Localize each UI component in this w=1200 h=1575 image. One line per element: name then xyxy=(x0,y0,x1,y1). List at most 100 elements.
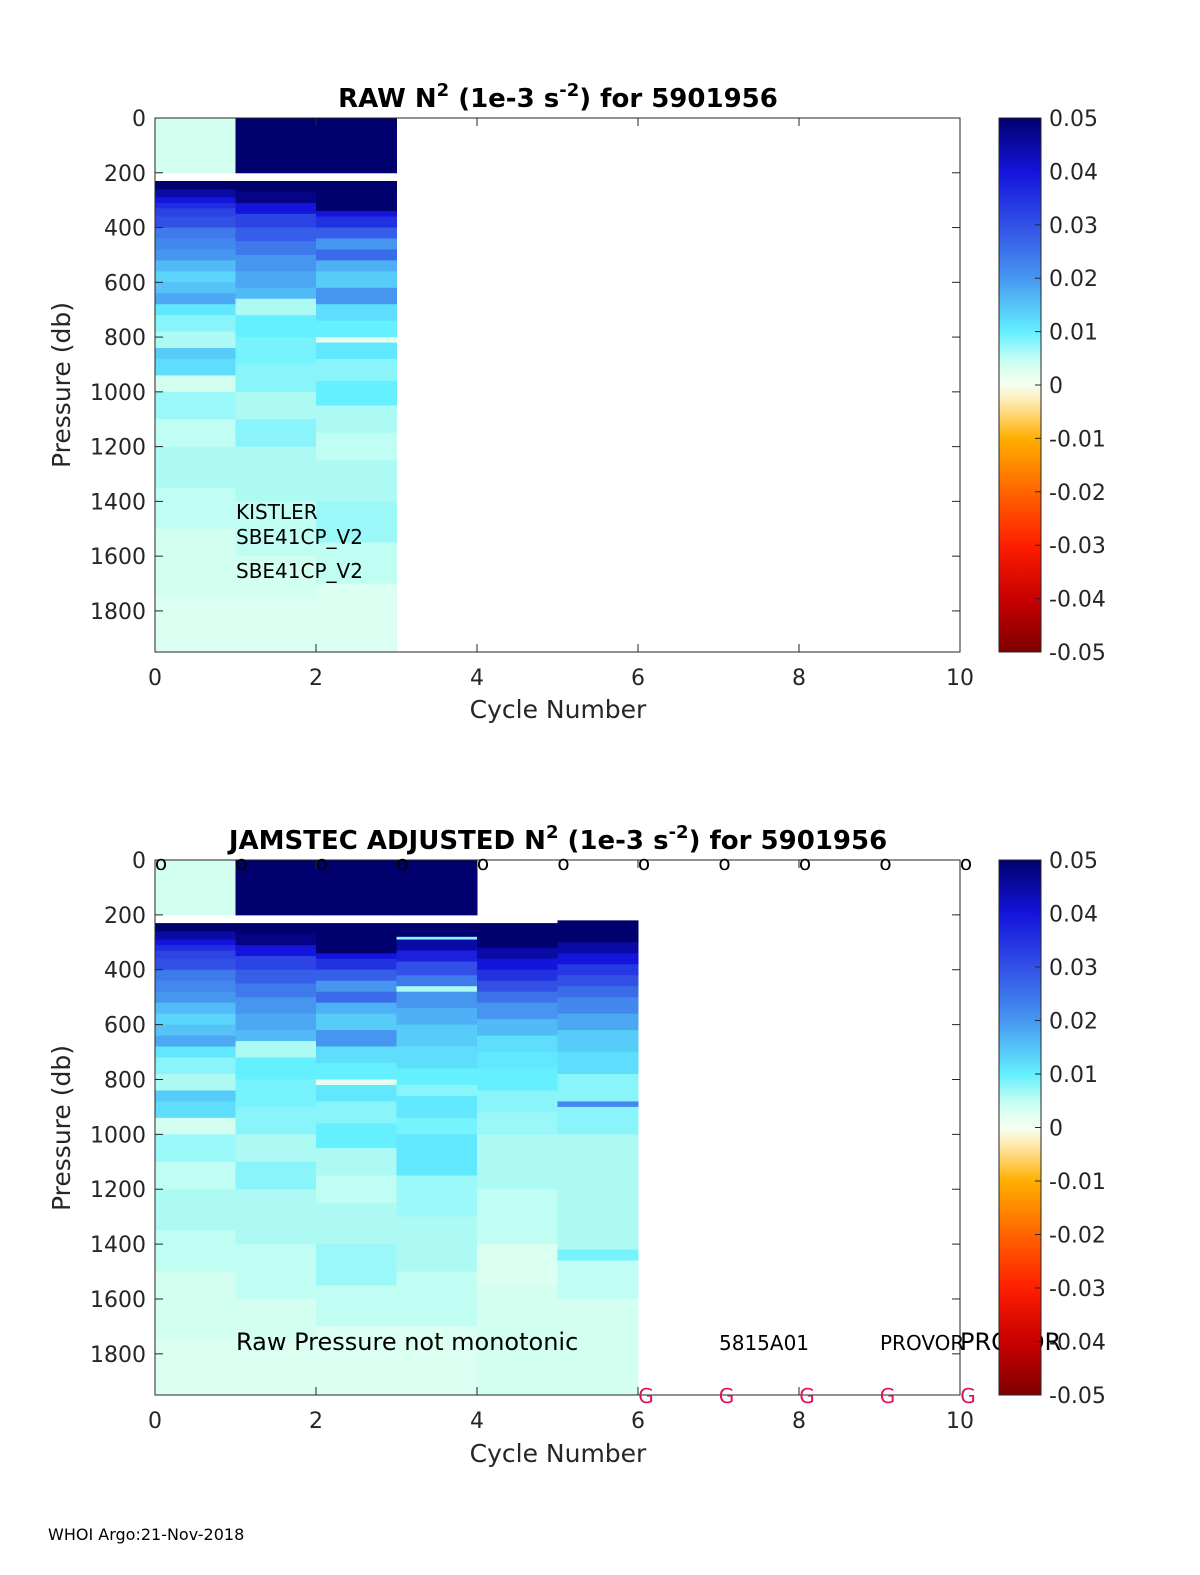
heatmap-cell-c5-9 xyxy=(557,1052,639,1075)
heatmap-cell-c4-7 xyxy=(477,1019,558,1037)
x-tick-label: 10 xyxy=(946,666,974,691)
colorbar-tick-label: 0.05 xyxy=(1049,107,1098,132)
x-tick-label: 2 xyxy=(309,666,323,691)
heatmap-cell-c3-10 xyxy=(396,1024,478,1048)
heatmap-cell-c1-9 xyxy=(235,1030,317,1042)
heatmap-cell-c1-9 xyxy=(235,287,317,300)
sensor-label-sbe41-2: SBE41CP_V2 xyxy=(236,559,363,583)
y-tick-label: 200 xyxy=(104,904,146,929)
heatmap-cell-c0-14 xyxy=(155,304,236,316)
heatmap-cell-c4-8 xyxy=(477,1035,558,1053)
x-tick-label: 10 xyxy=(946,1409,974,1434)
heatmap-cell-c0-1 xyxy=(155,923,236,932)
heatmap-cell-c5-12 xyxy=(557,1106,639,1135)
qc-flag-bottom: G xyxy=(638,1384,654,1408)
qc-flag-top: o xyxy=(477,851,489,875)
colorbar-tick-label: 0.05 xyxy=(1049,849,1098,874)
heatmap-cell-c1-17 xyxy=(235,1244,317,1300)
colorbar-tick-label: 0.02 xyxy=(1049,1010,1098,1035)
heatmap-cell-c1-14 xyxy=(235,391,317,420)
colorbar-top: 0.05 0.04 0.03 0.02 0.01 0 -0.01 -0.02 -0.03 -0.0… xyxy=(998,107,1106,666)
heatmap-cell-c1-7 xyxy=(235,254,317,272)
heatmap-cell-c1-6 xyxy=(235,983,317,998)
heatmap-cell-c5-1 xyxy=(557,942,639,954)
heatmap-cell-c3-18 xyxy=(396,1216,478,1273)
heatmap-cell-c1-3 xyxy=(235,945,317,957)
heatmap-cell-c2-20 xyxy=(316,1285,397,1327)
heatmap-cell-c0-19 xyxy=(155,375,236,393)
adjusted-n2-axes-frame xyxy=(154,859,961,1396)
y-tick-label: 200 xyxy=(104,162,146,187)
heatmap-cell-c2-19 xyxy=(316,501,397,543)
heatmap-cell-c1-4 xyxy=(235,213,317,229)
y-tick-label: 800 xyxy=(104,1068,146,1093)
adjusted-n2-ylabel: Pressure (db) xyxy=(47,1045,76,1211)
heatmap-cell-c2-14 xyxy=(316,358,397,382)
heatmap-cell-c0-23 xyxy=(155,1230,236,1273)
heatmap-cell-c1-11 xyxy=(235,315,317,338)
heatmap-cell-c4-10 xyxy=(477,1068,558,1091)
heatmap-cell-c1-19 xyxy=(235,1340,317,1396)
heatmap-cell-c0-16 xyxy=(155,331,236,349)
heatmap-cell-c0-21 xyxy=(155,1161,236,1190)
heatmap-cell-c2-12 xyxy=(316,1079,397,1086)
qc-flag-top: o xyxy=(799,851,811,875)
heatmap-cell-c0-13 xyxy=(155,1035,236,1048)
colorbar-tick-label: 0.04 xyxy=(1049,160,1098,185)
heatmap-cell-c2-18 xyxy=(316,1202,397,1245)
heatmap-cell-c1-8 xyxy=(235,271,317,289)
colorbar-tick-label: -0.01 xyxy=(1049,427,1106,452)
heatmap-cell-c1-18 xyxy=(235,1298,317,1341)
heatmap-cell-c0-12 xyxy=(155,1024,236,1037)
heatmap-cell-c3-14 xyxy=(396,1095,478,1119)
heatmap-cell-c5-13 xyxy=(557,1134,639,1190)
heatmap-cell-c4-3 xyxy=(477,969,558,982)
adjusted-n2-xlabel: Cycle Number xyxy=(470,1439,647,1468)
heatmap-cell-c1-10 xyxy=(235,1041,317,1059)
colorbar-tick-label: 0.03 xyxy=(1049,956,1098,981)
heatmap-cell-c4-13 xyxy=(477,1134,558,1190)
y-tick-label: 600 xyxy=(104,1014,146,1039)
x-tick-label: 8 xyxy=(792,666,806,691)
heatmap-cell-c3-13 xyxy=(396,1084,478,1097)
colorbar-tick-label: 0.01 xyxy=(1049,1063,1098,1088)
heatmap-cell-c1-2 xyxy=(235,934,317,946)
heatmap-cell-c1-14 xyxy=(235,1134,317,1163)
heatmap-cell-c0-16 xyxy=(155,1074,236,1091)
colorbar-tick-label: 0.02 xyxy=(1049,267,1098,292)
firmware-label: 5815A01 xyxy=(719,1331,809,1355)
heatmap-cell-c4-2 xyxy=(477,958,558,971)
heatmap-cell-c0-3 xyxy=(155,939,236,946)
raw-n2-title: RAW N2 (1e-3 s-2) for 5901956 xyxy=(338,80,778,114)
heatmap-cell-c5-3 xyxy=(557,964,639,976)
heatmap-cell-c0-7 xyxy=(155,969,236,982)
colorbar-gradient xyxy=(998,117,1042,653)
colorbar-tick-label: -0.03 xyxy=(1049,1277,1106,1302)
heatmap-cell-c3-6 xyxy=(396,975,478,987)
qc-flag-top: o xyxy=(316,851,328,875)
x-tick-label: 6 xyxy=(631,1409,645,1434)
heatmap-cell-c1-5 xyxy=(235,227,317,242)
heatmap-cell-c1-10 xyxy=(235,298,317,316)
heatmap-cell-c2-5 xyxy=(316,238,397,250)
heatmap-cell-c2-6 xyxy=(316,249,397,261)
colorbar-tick-label: 0.01 xyxy=(1049,321,1098,346)
heatmap-cell-c3-0 xyxy=(396,860,478,916)
heatmap-cell-c0-21 xyxy=(155,419,236,448)
heatmap-cell-c2-2 xyxy=(316,953,397,960)
colorbar-tick-label: -0.05 xyxy=(1049,1384,1106,1409)
heatmap-cell-c1-16 xyxy=(235,1189,317,1245)
heatmap-cell-c1-1 xyxy=(235,180,317,193)
x-tick-label: 8 xyxy=(792,1409,806,1434)
heatmap-cell-c2-9 xyxy=(316,1030,397,1048)
heatmap-cell-c3-1 xyxy=(396,923,478,938)
sensor-label-sbe41-1: SBE41CP_V2 xyxy=(236,525,363,549)
heatmap-cell-c1-18 xyxy=(235,556,317,598)
heatmap-cell-c1-11 xyxy=(235,1057,317,1080)
heatmap-cell-c2-0 xyxy=(316,860,397,916)
heatmap-cell-c0-13 xyxy=(155,293,236,305)
y-tick-label: 1200 xyxy=(90,1178,146,1203)
colorbar-tick-label: -0.02 xyxy=(1049,481,1106,506)
heatmap-cell-c0-7 xyxy=(155,227,236,239)
heatmap-cell-c0-25 xyxy=(155,1340,236,1396)
